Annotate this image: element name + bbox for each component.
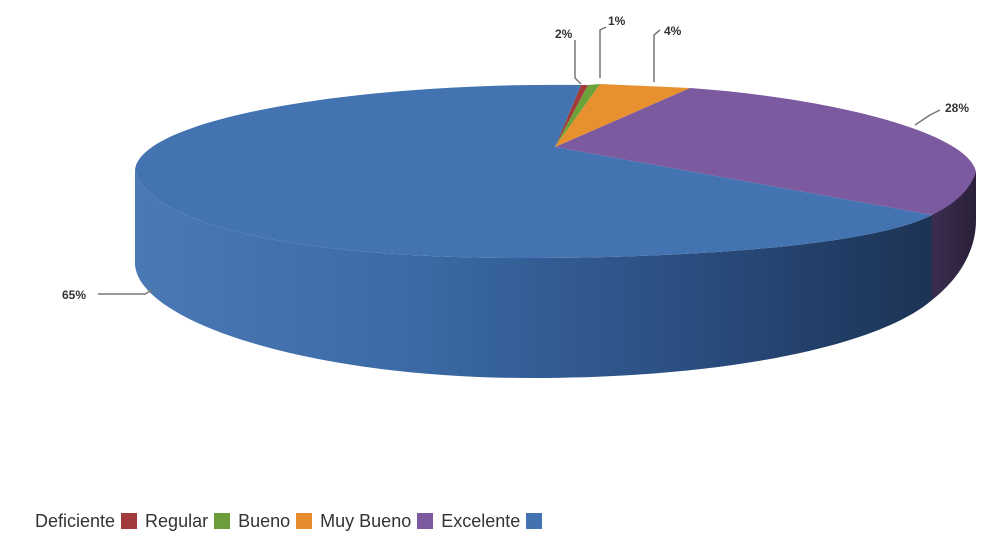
legend-swatch-blue xyxy=(526,513,543,529)
legend-label-deficiente: Deficiente xyxy=(35,511,116,531)
pie-slice-bueno xyxy=(555,84,600,147)
data-label-2pct: 2% xyxy=(555,27,573,41)
legend-label-regular: Regular xyxy=(145,511,209,531)
data-label-28pct: 28% xyxy=(945,101,969,115)
legend-item-excelente: Excelente xyxy=(441,510,550,532)
legend-swatch-purple xyxy=(417,513,434,529)
leader-line-28pct xyxy=(914,109,941,126)
pie-side-excelente xyxy=(932,172,976,300)
pie-slice-regular xyxy=(555,85,588,147)
pie-slice-main-blue xyxy=(135,84,932,258)
legend-swatch-orange xyxy=(296,513,313,529)
data-label-1pct: 1% xyxy=(608,14,626,28)
legend-item-bueno: Bueno xyxy=(238,510,320,532)
legend-label-excelente: Excelente xyxy=(441,511,521,531)
legend-item-regular: Regular xyxy=(145,510,238,532)
pie-side-muy-bueno xyxy=(135,170,932,378)
legend-swatch-green xyxy=(214,513,231,529)
legend-item-deficiente: Deficiente xyxy=(35,510,145,532)
legend-label-bueno: Bueno xyxy=(238,511,291,531)
data-label-65pct: 65% xyxy=(62,288,86,302)
leader-line-4pct xyxy=(653,29,661,82)
chart-legend: Deficiente Regular Bueno Muy Bueno Excel… xyxy=(35,510,550,532)
leader-line-2pct xyxy=(574,40,582,85)
leader-line-1pct xyxy=(599,26,607,78)
pie-slice-excelente xyxy=(555,88,976,215)
leader-line-65pct xyxy=(98,289,153,295)
legend-label-muy-bueno: Muy Bueno xyxy=(320,511,412,531)
legend-swatch-red xyxy=(121,513,138,529)
data-label-4pct: 4% xyxy=(664,24,682,38)
legend-item-muy-bueno: Muy Bueno xyxy=(320,510,441,532)
